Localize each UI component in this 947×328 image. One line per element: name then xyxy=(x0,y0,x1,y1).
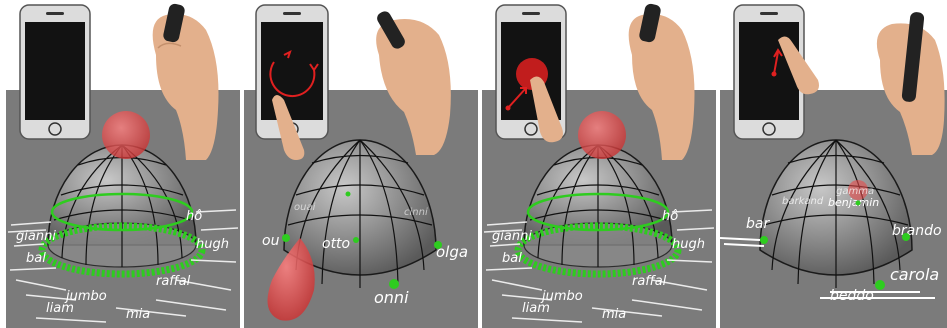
sphere xyxy=(759,139,913,288)
green-ring xyxy=(38,222,206,278)
red-ball xyxy=(578,111,626,159)
word-label: otto xyxy=(322,236,350,252)
word: raffal xyxy=(156,274,191,289)
red-ball xyxy=(848,180,868,200)
sphere xyxy=(283,139,437,288)
scene-3: hô gianni bal raffal jumbo hugh liam mia xyxy=(482,3,716,328)
text-clutter xyxy=(7,209,239,323)
word-cloud: hô gianni bal raffal jumbo hugh liam mia xyxy=(16,209,229,322)
scene-2: ou otto olga onni ouai cinni xyxy=(244,4,478,328)
word: liam xyxy=(522,301,550,316)
panel-3: hô gianni bal raffal jumbo hugh liam mia xyxy=(482,0,716,328)
panel-2: ou otto olga onni ouai cinni xyxy=(244,0,478,328)
word: hugh xyxy=(672,237,705,252)
word: bal xyxy=(502,251,522,266)
word-label: cinni xyxy=(404,207,428,218)
word: hô xyxy=(662,209,678,224)
word-label: ou xyxy=(262,233,280,249)
drag-arrow-icon xyxy=(507,87,527,109)
word: bal xyxy=(26,251,46,266)
word-label: beddo xyxy=(830,288,874,304)
panel-1: hô gianni bal raffal jumbo hugh liam mia xyxy=(6,0,240,328)
red-ball xyxy=(102,111,150,159)
text-clutter xyxy=(720,237,935,299)
scene-4: bar benjamin brando carola barkand gamma… xyxy=(720,4,947,328)
panel-4: bar benjamin brando carola barkand gamma… xyxy=(720,0,947,328)
word: hô xyxy=(186,209,202,224)
separator xyxy=(478,90,482,328)
separator xyxy=(240,90,244,328)
word-label: brando xyxy=(892,223,942,239)
phone xyxy=(255,4,329,140)
finger xyxy=(530,76,563,143)
word: gianni xyxy=(16,229,56,244)
swipe-up-arrow-icon xyxy=(773,51,779,75)
word-label: bar xyxy=(746,216,770,232)
word-label: benjamin xyxy=(828,196,879,209)
word: gianni xyxy=(492,229,532,244)
red-drop xyxy=(267,238,315,321)
green-points xyxy=(282,191,442,289)
hand xyxy=(628,3,695,160)
hand xyxy=(876,12,945,156)
word: raffal xyxy=(632,274,667,289)
word-label: barkand xyxy=(782,196,824,207)
word-label: olga xyxy=(436,243,468,261)
separator xyxy=(716,90,720,328)
word-label: onni xyxy=(374,288,409,307)
scene-1: hô gianni bal raffal jumbo hugh liam mia xyxy=(6,3,240,328)
phone xyxy=(19,4,91,140)
word: liam xyxy=(46,301,74,316)
text-clutter xyxy=(483,209,715,323)
word-label: carola xyxy=(890,265,939,284)
green-points xyxy=(760,200,910,290)
finger xyxy=(272,95,305,160)
finger xyxy=(778,36,819,95)
word-label: gamma xyxy=(836,186,874,197)
word-labels: ou otto olga onni ouai cinni xyxy=(262,202,468,307)
rotate-gesture-icon xyxy=(269,61,316,98)
green-ring xyxy=(514,222,682,278)
hand xyxy=(152,3,219,160)
word: hugh xyxy=(196,237,229,252)
hand xyxy=(376,11,451,155)
word-label: ouai xyxy=(294,202,316,213)
word-cloud: hô gianni bal raffal jumbo hugh liam mia xyxy=(492,209,705,322)
